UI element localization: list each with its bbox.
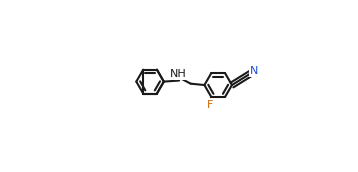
Text: F: F xyxy=(207,100,213,110)
Text: N: N xyxy=(250,66,258,76)
Text: NH: NH xyxy=(170,69,187,79)
